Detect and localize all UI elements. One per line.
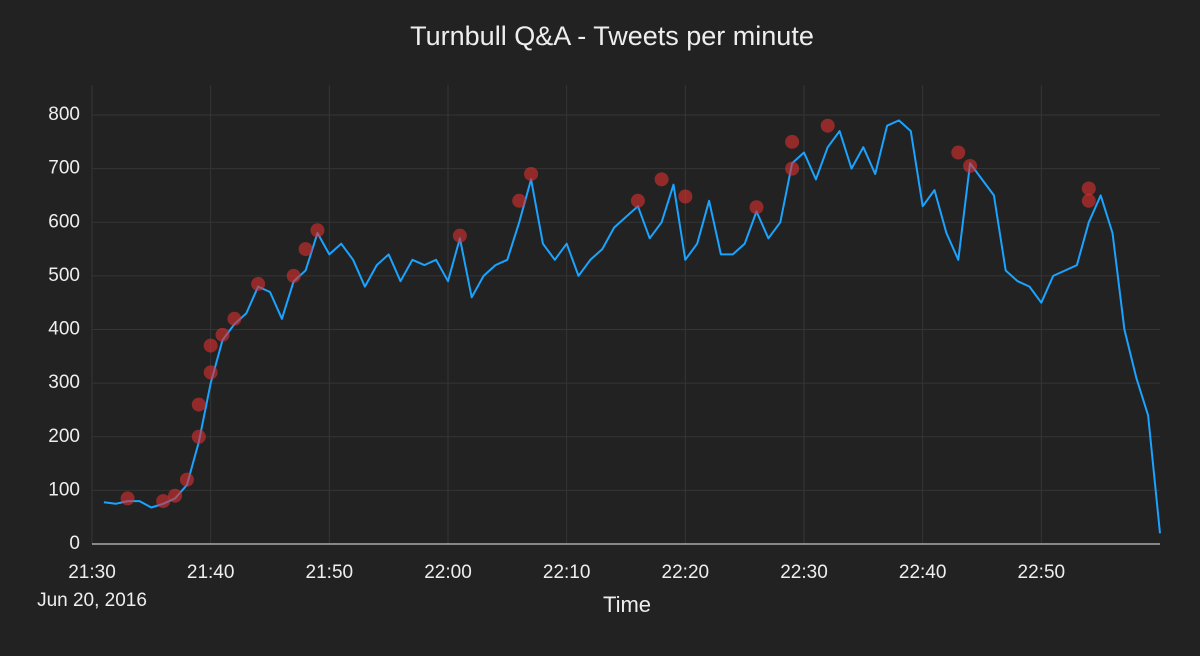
x-tick-label: 21:40 (187, 562, 235, 583)
anomaly-marker (168, 488, 183, 503)
anomaly-marker (654, 172, 669, 187)
anomaly-marker (785, 134, 800, 149)
anomaly-marker (512, 193, 527, 208)
anomaly-marker (820, 118, 835, 133)
anomaly-marker (1081, 193, 1096, 208)
y-tick-label: 600 (48, 211, 80, 232)
x-tick-label: 22:20 (662, 562, 710, 583)
anomaly-marker (215, 327, 230, 342)
anomaly-marker (227, 311, 242, 326)
anomaly-marker (191, 397, 206, 412)
anomaly-marker (310, 223, 325, 238)
anomaly-marker (156, 494, 171, 509)
anomaly-marker (951, 145, 966, 160)
anomaly-marker (452, 228, 467, 243)
x-tick-label: 21:30 (68, 562, 116, 583)
anomaly-marker (678, 189, 693, 204)
anomaly-marker (251, 276, 266, 291)
anomaly-marker (298, 242, 313, 257)
y-tick-label: 800 (48, 104, 80, 125)
x-tick-label: 22:00 (424, 562, 472, 583)
anomaly-marker (1081, 181, 1096, 196)
y-tick-label: 500 (48, 265, 80, 286)
y-tick-label: 0 (69, 533, 80, 554)
chart-title: Turnbull Q&A - Tweets per minute (410, 21, 814, 51)
anomaly-marker (749, 200, 764, 215)
anomaly-marker (524, 166, 539, 181)
x-tick-label: 22:40 (899, 562, 947, 583)
y-tick-label: 200 (48, 426, 80, 447)
anomaly-marker (191, 429, 206, 444)
anomaly-marker (286, 268, 301, 283)
anomaly-marker (785, 161, 800, 176)
x-tick-label: 22:10 (543, 562, 591, 583)
y-tick-label: 300 (48, 372, 80, 393)
y-tick-label: 100 (48, 479, 80, 500)
anomaly-marker (630, 193, 645, 208)
x-date-label: Jun 20, 2016 (37, 590, 147, 611)
y-tick-label: 400 (48, 319, 80, 340)
anomaly-marker (203, 338, 218, 353)
x-tick-label: 22:30 (780, 562, 828, 583)
x-axis-label: Time (603, 592, 651, 617)
anomaly-marker (120, 491, 135, 506)
anomaly-marker (179, 472, 194, 487)
line-series (103, 119, 1161, 534)
x-tick-label: 21:50 (306, 562, 354, 583)
y-tick-label: 700 (48, 158, 80, 179)
x-tick-label: 22:50 (1018, 562, 1066, 583)
anomaly-marker (963, 158, 978, 173)
anomaly-marker (203, 365, 218, 380)
